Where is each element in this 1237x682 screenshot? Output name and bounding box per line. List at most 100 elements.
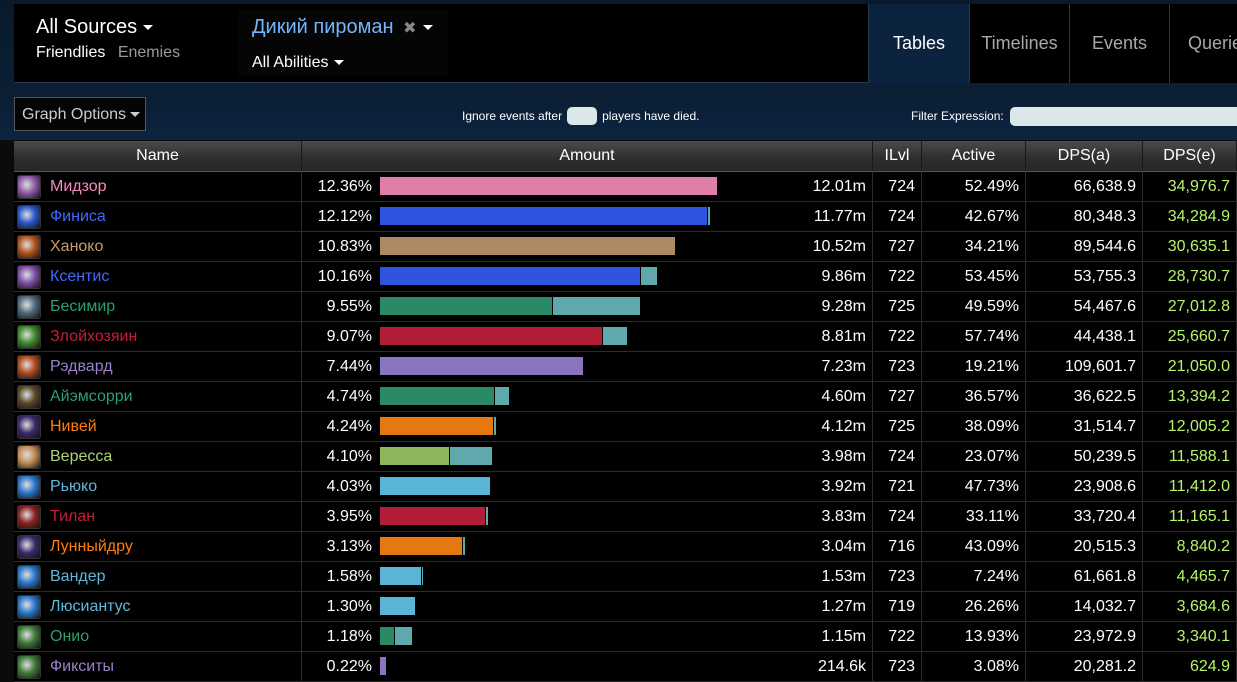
- ilvl-cell: 724: [873, 442, 922, 471]
- friendlies-link[interactable]: Friendlies: [36, 44, 106, 61]
- filter-expression-input[interactable]: [1010, 107, 1237, 126]
- dps-e-cell: 11,165.1: [1143, 502, 1237, 531]
- name-cell: Финиса: [14, 202, 302, 231]
- table-row[interactable]: Айэмсорри 4.74% 4.60m 727 36.57% 36,622.5 13,3…: [14, 382, 1237, 412]
- clear-icon[interactable]: ✖: [403, 20, 417, 37]
- table-row[interactable]: Вандер 1.58% 1.53m 723 7.24% 61,661.8 4,465.7: [14, 562, 1237, 592]
- player-name-link[interactable]: Айэмсорри: [50, 388, 133, 405]
- tab-events[interactable]: Events: [1069, 4, 1169, 83]
- table-row[interactable]: Люсиантус 1.30% 1.27m 719 26.26% 14,032.7 3,68…: [14, 592, 1237, 622]
- player-spec-icon: [17, 415, 41, 439]
- tab-tables[interactable]: Tables: [868, 4, 969, 83]
- ability-dropdown[interactable]: Дикий пироман ✖: [252, 16, 433, 39]
- table-row[interactable]: Ханоко 10.83% 10.52m 727 34.21% 89,544.6 30,63…: [14, 232, 1237, 262]
- col-active[interactable]: Active: [922, 141, 1026, 171]
- table-row[interactable]: Вересса 4.10% 3.98m 724 23.07% 50,239.5 11,588…: [14, 442, 1237, 472]
- amount-cell: [302, 352, 873, 381]
- player-name-link[interactable]: Ханоко: [50, 238, 104, 255]
- col-amount[interactable]: Amount: [302, 141, 873, 171]
- player-spec-icon: [17, 205, 41, 229]
- name-cell: Фикситы: [14, 652, 302, 681]
- player-name-link[interactable]: Онио: [50, 628, 90, 645]
- amount-total: 11.77m: [813, 208, 866, 225]
- dps-e-cell: 11,588.1: [1143, 442, 1237, 471]
- dps-a-cell: 80,348.3: [1026, 202, 1143, 231]
- sources-dropdown[interactable]: All Sources: [36, 16, 180, 39]
- player-name-link[interactable]: Мидзор: [50, 178, 107, 195]
- amount-bar-secondary: [603, 327, 627, 345]
- player-spec-icon: [17, 175, 41, 199]
- col-ilvl[interactable]: ILvl: [873, 141, 922, 171]
- player-name-link[interactable]: Вересса: [50, 448, 113, 465]
- player-name-link[interactable]: Финиса: [50, 208, 106, 225]
- amount-cell: [302, 472, 873, 501]
- table-row[interactable]: Нивей 4.24% 4.12m 725 38.09% 31,514.7 12,005.2: [14, 412, 1237, 442]
- player-name-link[interactable]: Вандер: [50, 568, 106, 585]
- dps-a-cell: 54,467.6: [1026, 292, 1143, 321]
- ignore-label-end: players have died.: [602, 109, 700, 123]
- amount-bar: [380, 627, 394, 645]
- player-spec-icon: [17, 505, 41, 529]
- table-row[interactable]: Бесимир 9.55% 9.28m 725 49.59% 54,467.6 27,012…: [14, 292, 1237, 322]
- col-dps-e[interactable]: DPS(e): [1143, 141, 1237, 171]
- player-name-link[interactable]: Злойхозяин: [50, 328, 138, 345]
- top-header: All Sources Friendlies Enemies Дикий пир…: [0, 0, 1237, 140]
- table-row[interactable]: Ксентис 10.16% 9.86m 722 53.45% 53,755.3 28,73…: [14, 262, 1237, 292]
- ilvl-cell: 725: [873, 292, 922, 321]
- player-name-link[interactable]: Рьюко: [50, 478, 98, 495]
- col-name[interactable]: Name: [14, 141, 302, 171]
- player-spec-icon: [17, 295, 41, 319]
- player-name-link[interactable]: Ксентис: [50, 268, 110, 285]
- amount-bar-secondary: [553, 297, 640, 315]
- dps-a-cell: 89,544.6: [1026, 232, 1143, 261]
- abilities-dropdown[interactable]: All Abilities: [252, 54, 345, 72]
- ilvl-cell: 725: [873, 412, 922, 441]
- active-cell: 47.73%: [922, 472, 1026, 501]
- name-cell: Рьюко: [14, 472, 302, 501]
- amount-bar-secondary: [495, 387, 509, 405]
- amount-total: 9.86m: [821, 268, 866, 285]
- amount-total: 7.23m: [821, 358, 866, 375]
- table-row[interactable]: Рьюко 4.03% 3.92m 721 47.73% 23,908.6 11,412.0: [14, 472, 1237, 502]
- amount-bar-secondary: [395, 627, 412, 645]
- tab-queries[interactable]: Querie: [1169, 4, 1237, 83]
- dps-e-cell: 12,005.2: [1143, 412, 1237, 441]
- table-row[interactable]: Финиса 12.12% 11.77m 724 42.67% 80,348.3 34,28…: [14, 202, 1237, 232]
- table-row[interactable]: Тилан 3.95% 3.83m 724 33.11% 33,720.4 11,165.1: [14, 502, 1237, 532]
- table-row[interactable]: Злойхозяин 9.07% 8.81m 722 57.74% 44,438.1 25,…: [14, 322, 1237, 352]
- table-row[interactable]: Лунныйдру 3.13% 3.04m 716 43.09% 20,515.3 8,84…: [14, 532, 1237, 562]
- amount-bar: [380, 177, 717, 195]
- player-spec-icon: [17, 655, 41, 679]
- col-dps-a[interactable]: DPS(a): [1026, 141, 1143, 171]
- name-cell: Бесимир: [14, 292, 302, 321]
- sources-filter: All Sources Friendlies Enemies: [36, 16, 180, 62]
- player-spec-icon: [17, 475, 41, 499]
- death-count-input[interactable]: [567, 107, 598, 125]
- player-name-link[interactable]: Лунныйдру: [50, 538, 133, 555]
- ilvl-cell: 716: [873, 532, 922, 561]
- abilities-label: All Abilities: [252, 54, 329, 71]
- player-name-link[interactable]: Бесимир: [50, 298, 116, 315]
- active-cell: 7.24%: [922, 562, 1026, 591]
- dps-e-cell: 21,050.0: [1143, 352, 1237, 381]
- table-row[interactable]: Онио 1.18% 1.15m 722 13.93% 23,972.9 3,340.1: [14, 622, 1237, 652]
- name-cell: Нивей: [14, 412, 302, 441]
- player-name-link[interactable]: Тилан: [50, 508, 96, 525]
- player-name-link[interactable]: Рэдвард: [50, 358, 113, 375]
- player-name-link[interactable]: Люсиантус: [50, 598, 131, 615]
- player-name-link[interactable]: Фикситы: [50, 658, 115, 675]
- amount-cell: [302, 502, 873, 531]
- table-row[interactable]: Рэдвард 7.44% 7.23m 723 19.21% 109,601.7 21,05…: [14, 352, 1237, 382]
- dps-a-cell: 53,755.3: [1026, 262, 1143, 291]
- amount-cell: [302, 622, 873, 651]
- amount-bar: [380, 657, 386, 675]
- player-name-link[interactable]: Нивей: [50, 418, 97, 435]
- amount-cell: [302, 202, 873, 231]
- ilvl-cell: 723: [873, 352, 922, 381]
- tab-timelines[interactable]: Timelines: [969, 4, 1069, 83]
- table-row[interactable]: Мидзор 12.36% 12.01m 724 52.49% 66,638.9 34,97…: [14, 172, 1237, 202]
- enemies-link[interactable]: Enemies: [117, 44, 181, 61]
- amount-cell: [302, 262, 873, 291]
- graph-options-button[interactable]: Graph Options: [14, 97, 146, 131]
- table-row[interactable]: Фикситы 0.22% 214.6k 723 3.08% 20,281.2 624.9: [14, 652, 1237, 682]
